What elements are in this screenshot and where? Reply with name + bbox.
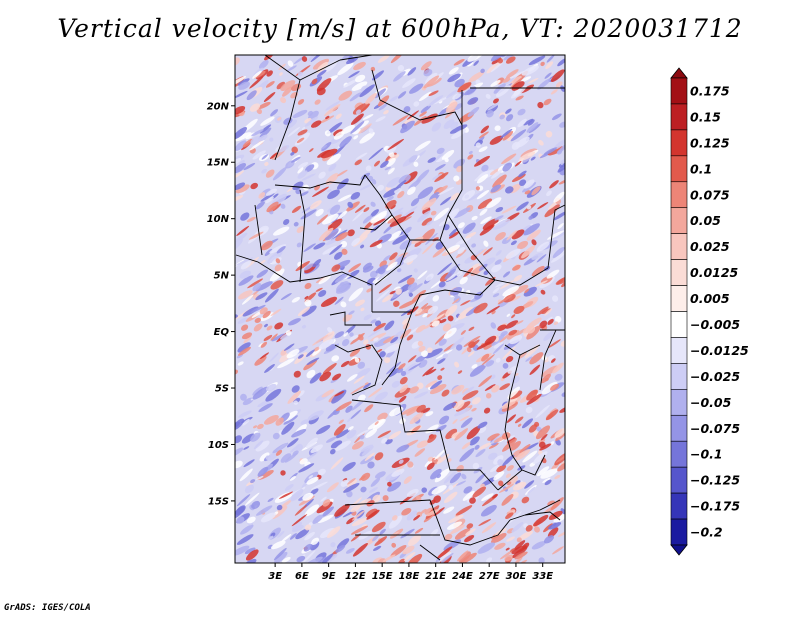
colorbar-bottom-arrow	[670, 544, 688, 556]
colorbar-swatch	[670, 103, 688, 131]
lon-tick-label: 15E	[372, 571, 393, 582]
lon-tick-label: 12E	[345, 571, 366, 582]
colorbar-swatch	[670, 207, 688, 234]
colorbar-label: −0.075	[690, 421, 740, 436]
lat-tick-label: EQ	[214, 327, 230, 338]
colorbar-swatch	[670, 233, 688, 260]
map-frame	[234, 54, 566, 564]
colorbar-label: −0.0125	[690, 343, 749, 358]
colorbar-label: −0.125	[690, 473, 740, 488]
map-title: Vertical velocity [m/s] at 600hPa, VT: 2…	[57, 14, 743, 43]
colorbar-swatch	[670, 129, 688, 157]
lat-tick-label: 15N	[207, 158, 230, 169]
lon-tick-label: 3E	[268, 571, 282, 582]
grads-credit: GrADS: IGES/COLA	[4, 603, 91, 613]
lon-tick-label: 27E	[479, 571, 500, 582]
colorbar-swatch	[670, 363, 688, 390]
colorbar: 0.175 0.15 0.125 0.1 0.075 0.05 0.025 0.0125 0.0…	[670, 67, 749, 556]
colorbar-label: −0.2	[690, 525, 723, 540]
lon-tick-label: 33E	[532, 571, 553, 582]
lat-tick-label: 5N	[214, 271, 230, 282]
vertical-velocity-field	[235, 55, 565, 563]
lat-tick-label: 10S	[208, 440, 229, 451]
colorbar-swatch	[670, 259, 688, 286]
colorbar-swatch	[670, 492, 688, 520]
colorbar-label: −0.1	[690, 447, 723, 462]
colorbar-swatch	[670, 155, 688, 183]
lon-tick-label: 6E	[295, 571, 309, 582]
colorbar-label: −0.05	[690, 395, 732, 410]
lon-tick-label: 24E	[452, 571, 473, 582]
colorbar-label: 0.1	[690, 161, 712, 176]
colorbar-swatch	[670, 466, 688, 494]
lat-tick-label: 20N	[207, 101, 230, 112]
lat-tick-label: 10N	[207, 214, 230, 225]
lon-tick-label: 21E	[425, 571, 446, 582]
colorbar-swatch	[670, 77, 688, 105]
colorbar-label: 0.0125	[690, 265, 739, 280]
colorbar-swatch	[670, 181, 688, 209]
colorbar-label: −0.005	[690, 317, 740, 332]
colorbar-label: −0.175	[690, 499, 740, 514]
colorbar-label: 0.005	[690, 291, 730, 306]
lat-tick-label: 5S	[215, 384, 229, 395]
colorbar-label: 0.15	[690, 109, 721, 124]
colorbar-swatch	[670, 285, 688, 312]
colorbar-label: 0.175	[690, 84, 730, 99]
colorbar-swatch	[670, 440, 688, 468]
colorbar-label: −0.025	[690, 369, 740, 384]
lon-tick-label: 18E	[399, 571, 420, 582]
colorbar-label: 0.125	[690, 135, 730, 150]
lon-tick-label: 9E	[322, 571, 336, 582]
country-borders	[235, 55, 565, 561]
colorbar-swatch	[670, 414, 688, 442]
colorbar-swatch	[670, 518, 688, 546]
map-axes: 20N 15N 10N 5N EQ 5S 10S 15S 3E 6E 9E 12E 15E 18E 21E 2…	[207, 54, 566, 582]
colorbar-label: 0.05	[690, 213, 721, 228]
colorbar-swatch	[670, 389, 688, 416]
colorbar-swatch	[670, 337, 688, 364]
lat-tick-label: 15S	[208, 496, 229, 507]
colorbar-label: 0.075	[690, 187, 730, 202]
colorbar-top-arrow	[670, 67, 688, 79]
colorbar-label: 0.025	[690, 239, 730, 254]
lon-tick-label: 30E	[506, 571, 527, 582]
colorbar-swatch	[670, 311, 688, 338]
